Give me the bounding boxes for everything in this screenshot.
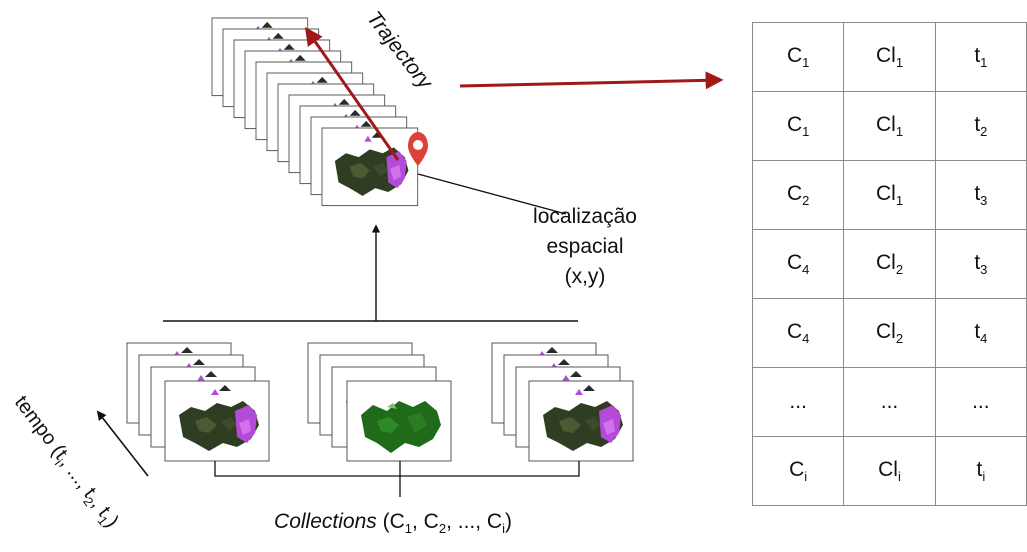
table-cell: Cl1 (843, 22, 936, 92)
cell-main-text: t (974, 182, 981, 205)
cell-main-text: t (974, 251, 981, 274)
collections-bracket (214, 461, 580, 477)
collection-stack-3 (491, 342, 634, 462)
table-cell: ... (751, 367, 845, 437)
cell-main-text: C (786, 44, 803, 67)
cell-main-text: ... (972, 390, 990, 413)
cell-subscript: 1 (895, 193, 904, 208)
cell-main-text: C (786, 320, 803, 343)
cell-main-text: t (976, 458, 983, 481)
cell-subscript: i (897, 469, 901, 484)
trajectory-label: Trajectory (362, 7, 438, 95)
table-cell: Ci (751, 436, 845, 506)
table-row: C4 Cl2 t3 (751, 229, 1027, 299)
cell-subscript: 2 (895, 262, 904, 277)
time-label: tempo (ti, ..., t2, t1) (8, 392, 123, 534)
cell-subscript: 2 (895, 331, 904, 346)
cell-subscript: 1 (980, 55, 988, 70)
cell-main-text: Cl (875, 113, 896, 136)
cell-main-text: C (789, 458, 805, 481)
table-cell: ... (934, 367, 1027, 437)
cell-main-text: Cl (875, 320, 896, 343)
cell-main-text: Cl (875, 251, 896, 274)
table-cell: C2 (751, 160, 845, 230)
table-cell: Cl2 (843, 229, 936, 299)
table-cell: ... (843, 367, 936, 437)
cell-subscript: 1 (802, 55, 810, 70)
cell-main-text: Cl (875, 44, 896, 67)
cell-subscript: i (804, 469, 808, 484)
cell-main-text: t (974, 113, 981, 136)
cell-subscript: 2 (802, 193, 810, 208)
table-cell: C4 (751, 229, 845, 299)
trajectory-arrow (304, 27, 400, 161)
table-cell: Cl2 (843, 298, 936, 368)
table-cell: t3 (934, 160, 1027, 230)
collection-stack-2 (307, 342, 452, 462)
cell-main-text: ... (789, 390, 807, 413)
table-cell: t3 (934, 229, 1027, 299)
cell-subscript: 3 (980, 262, 988, 277)
table-row: Ci Cli ti (751, 436, 1027, 506)
table-row: C2 Cl1 t3 (751, 160, 1027, 230)
cell-main-text: Cl (878, 458, 898, 481)
cell-subscript: 4 (980, 331, 988, 346)
cell-main-text: C (786, 182, 803, 205)
location-pin-icon (408, 132, 428, 166)
cell-subscript: 1 (802, 124, 810, 139)
cell-subscript: i (982, 469, 986, 484)
table-cell: Cli (843, 436, 936, 506)
table-cell: Cl1 (843, 160, 936, 230)
cell-subscript: 1 (895, 124, 904, 139)
cell-subscript: 4 (802, 331, 810, 346)
location-leader-line (417, 173, 567, 215)
table-cell: t4 (934, 298, 1027, 368)
cell-subscript: 1 (895, 55, 904, 70)
cell-subscript: 3 (980, 193, 988, 208)
collections-label: Collections (C1, C2, ..., Ci) (274, 510, 512, 536)
cell-main-text: ... (880, 390, 899, 413)
table-cell: t1 (934, 22, 1027, 92)
table-cell: C1 (751, 91, 845, 161)
collection-stack-1 (126, 342, 270, 462)
table-row: C1 Cl1 t2 (751, 91, 1027, 161)
table-cell: Cl1 (843, 91, 936, 161)
table-row: ......... (751, 367, 1027, 437)
table-cell: t2 (934, 91, 1027, 161)
cell-main-text: Cl (875, 182, 896, 205)
trajectory-to-table-arrow (459, 71, 724, 90)
cell-subscript: 4 (802, 262, 810, 277)
location-label-line2: espacial (546, 235, 623, 258)
table-cell: C4 (751, 298, 845, 368)
time-arrow (96, 410, 149, 477)
cell-main-text: C (786, 251, 803, 274)
location-label-line3: (x,y) (565, 265, 606, 288)
table-cell: C1 (751, 22, 845, 92)
trajectory-table: C1 Cl1 t1 C1 Cl1 t2 C2 Cl1 t3 C4 Cl2 t3 C4 Cl2 t4.....… (751, 22, 1027, 506)
table-cell: ti (934, 436, 1027, 506)
location-label-line1: localização (533, 205, 637, 228)
cell-main-text: t (974, 320, 981, 343)
cell-main-text: C (786, 113, 803, 136)
cell-subscript: 2 (980, 124, 988, 139)
table-row: C1 Cl1 t1 (751, 22, 1027, 92)
cell-main-text: t (974, 44, 981, 67)
table-row: C4 Cl2 t4 (751, 298, 1027, 368)
